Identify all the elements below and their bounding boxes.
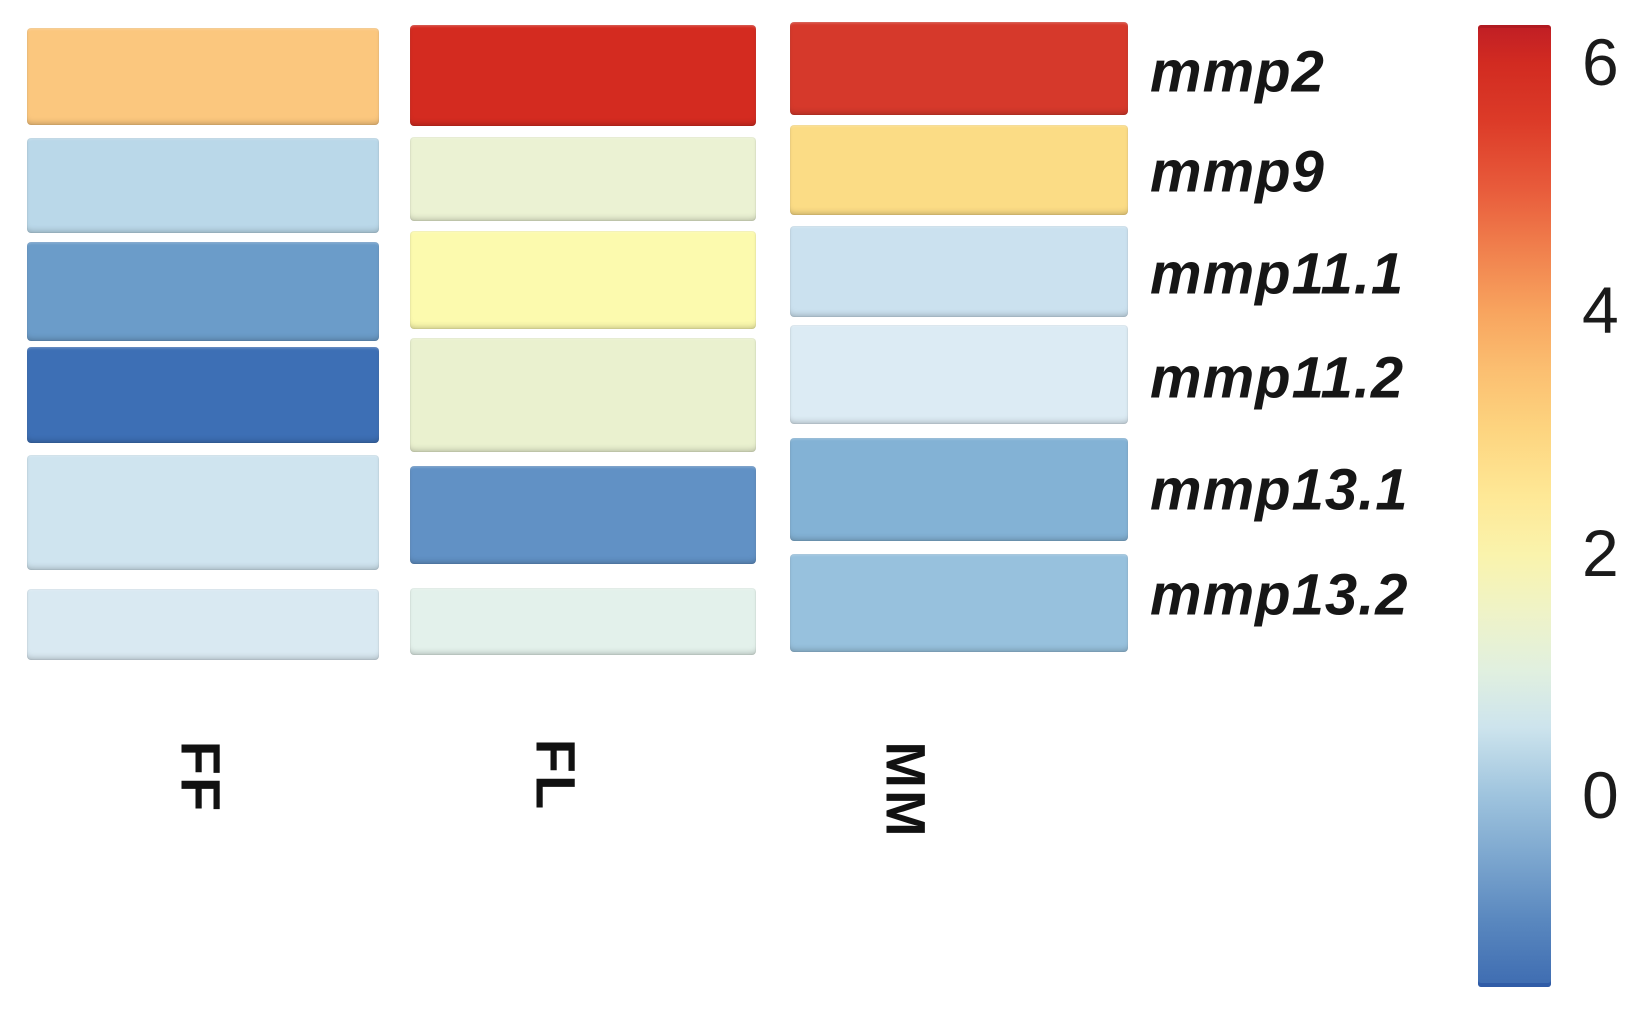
heatmap-cell-mm-mmp2 [790,22,1128,115]
heatmap-cell-mm-mmp11-2 [790,325,1128,424]
colorbar-tick-6: 6 [1582,25,1619,99]
col-label-fl: FL [524,738,588,812]
heatmap-cell-ff-mmp2 [27,28,379,125]
col-label-ff: FF [169,740,233,814]
row-label-mmp2: mmp2 [1150,39,1325,105]
heatmap-cell-ff-mmp13-2 [27,589,379,660]
heatmap-cell-ff-mmp11-2 [27,347,379,443]
heatmap-cell-ff-mmp9 [27,138,379,233]
row-label-mmp11-1: mmp11.1 [1150,241,1405,307]
heatmap-cell-fl-mmp13-1 [410,466,756,564]
heatmap-cell-fl-mmp11-2 [410,338,756,452]
heatmap-cell-mm-mmp13-1 [790,438,1128,541]
heatmap-cell-ff-mmp13-1 [27,455,379,570]
heatmap-cell-ff-mmp11-1 [27,242,379,341]
col-label-mm: MM [874,741,938,839]
colorbar-tick-2: 2 [1582,516,1619,590]
row-label-mmp9: mmp9 [1150,139,1325,205]
heatmap-cell-fl-mmp9 [410,137,756,221]
colorbar-gradient [1478,25,1551,987]
heatmap-cell-mm-mmp9 [790,125,1128,215]
row-label-mmp13-2: mmp13.2 [1150,562,1409,628]
heatmap-cell-fl-mmp2 [410,25,756,126]
row-label-mmp11-2: mmp11.2 [1150,345,1405,411]
heatmap-cell-mm-mmp11-1 [790,226,1128,317]
colorbar-tick-4: 4 [1582,273,1619,347]
heatmap-cell-fl-mmp11-1 [410,231,756,329]
row-label-mmp13-1: mmp13.1 [1150,457,1409,523]
colorbar-tick-0: 0 [1582,758,1619,832]
heatmap-cell-fl-mmp13-2 [410,588,756,655]
heatmap-cell-mm-mmp13-2 [790,554,1128,652]
